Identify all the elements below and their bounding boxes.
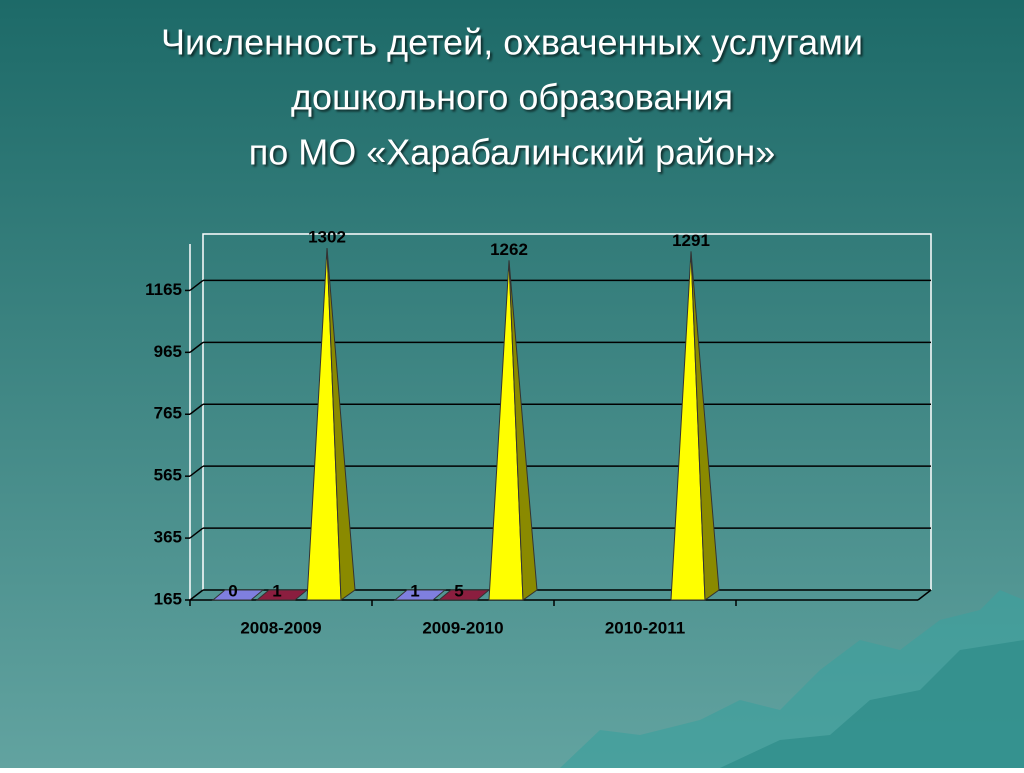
value-label: 5 — [454, 581, 463, 600]
grid-line — [189, 589, 204, 601]
decor-mountain — [720, 640, 1024, 768]
chart-title: по МО «Харабалинский район» — [249, 132, 775, 173]
y-tick-label: 365 — [154, 528, 182, 547]
bar — [393, 589, 447, 601]
chart-title: дошкольного образования — [291, 77, 733, 118]
floor-edge — [917, 589, 932, 601]
y-tick-label: 1165 — [145, 280, 182, 299]
y-tick-label: 165 — [154, 589, 182, 608]
grid-line — [189, 527, 204, 539]
back-wall — [202, 233, 932, 590]
value-label: 1291 — [672, 231, 710, 250]
x-tick-label: 2008-2009 — [240, 618, 321, 637]
bar — [437, 589, 491, 601]
y-tick-label: 565 — [154, 466, 182, 485]
bar-side — [690, 251, 720, 601]
x-tick-label: 2010-2011 — [605, 618, 685, 637]
chart-title: Численность детей, охваченных услугами — [161, 22, 863, 63]
y-tick-label: 765 — [154, 404, 182, 423]
value-label: 0 — [228, 581, 237, 600]
y-tick-label: 965 — [154, 342, 182, 361]
x-tick-label: 2009-2010 — [422, 618, 503, 637]
grid-line — [189, 279, 204, 292]
plot: 165 365 565 765 965 1165 2008-2009 2009-2010 201… — [145, 228, 932, 637]
value-label: 1 — [272, 581, 281, 600]
bar-side — [508, 260, 538, 601]
bar — [255, 589, 309, 601]
bar-side — [326, 247, 356, 601]
value-label: 1302 — [308, 228, 346, 247]
grid-line — [189, 403, 204, 415]
value-label: 1 — [410, 581, 419, 600]
grid-line — [189, 341, 204, 353]
value-label: 1262 — [490, 240, 528, 259]
bar — [211, 589, 265, 601]
grid-line — [189, 465, 204, 477]
